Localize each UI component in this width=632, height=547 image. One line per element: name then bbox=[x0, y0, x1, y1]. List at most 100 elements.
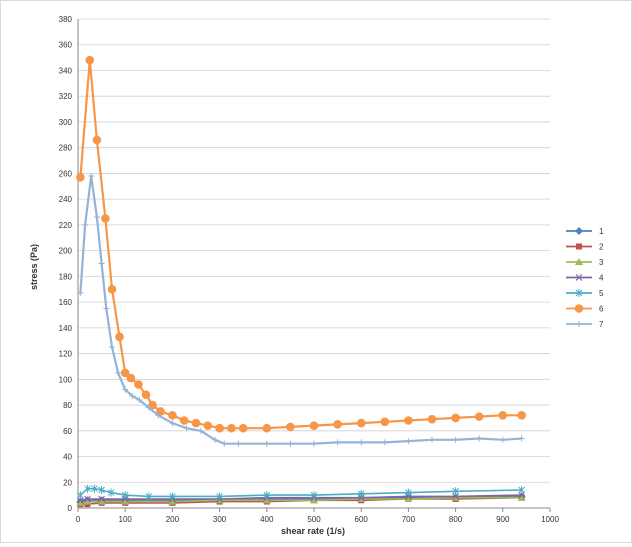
series-5-point bbox=[169, 492, 176, 501]
series-7-point bbox=[108, 344, 115, 351]
series-3-point bbox=[76, 498, 85, 506]
series-5-point bbox=[452, 487, 459, 496]
series-7-point bbox=[197, 427, 204, 434]
series-5-point bbox=[145, 492, 153, 501]
series-7-point bbox=[82, 221, 89, 228]
series-5 bbox=[77, 484, 526, 501]
legend-label-3: 3 bbox=[599, 258, 604, 267]
y-tick-label-320: 320 bbox=[59, 92, 73, 101]
legend-swatch-marker-1 bbox=[575, 227, 583, 235]
series-4-point bbox=[98, 495, 106, 503]
series-5-point bbox=[263, 491, 271, 500]
series-7-line bbox=[79, 174, 522, 445]
x-tick-label-700: 700 bbox=[402, 515, 416, 524]
series-6-point bbox=[120, 368, 130, 378]
grid-layer bbox=[78, 18, 550, 509]
series-6-point bbox=[333, 420, 342, 429]
series-5-point bbox=[91, 484, 98, 493]
series-7-point bbox=[235, 440, 242, 447]
series-7-point bbox=[429, 436, 435, 443]
series-5-point bbox=[357, 489, 365, 498]
series-7-point bbox=[129, 393, 136, 400]
series-7 bbox=[77, 172, 525, 447]
series-5-point bbox=[310, 491, 318, 500]
series-7-point bbox=[476, 435, 483, 442]
series-5-point bbox=[121, 491, 129, 500]
y-tick-label-280: 280 bbox=[59, 144, 73, 153]
series-7-point bbox=[518, 435, 525, 442]
legend-label-1: 1 bbox=[599, 227, 604, 236]
series-6-point bbox=[227, 423, 236, 433]
series-5-point bbox=[518, 485, 526, 494]
series-4-point bbox=[452, 492, 460, 500]
series-7-point bbox=[122, 386, 129, 393]
series-6-point bbox=[168, 411, 177, 420]
legend-label-7: 7 bbox=[599, 320, 604, 329]
series-6-point bbox=[215, 423, 224, 433]
series-5-point bbox=[77, 491, 84, 500]
series-7-point bbox=[405, 438, 412, 445]
series-5-point bbox=[216, 492, 223, 501]
series-6-point bbox=[380, 417, 390, 427]
series-7-point bbox=[452, 436, 459, 443]
series-6-point bbox=[309, 421, 319, 430]
legend-item-5: 5 bbox=[566, 289, 604, 298]
series-7-point bbox=[263, 440, 270, 447]
series-7-point bbox=[287, 440, 294, 447]
series-6-line bbox=[79, 59, 522, 430]
series-7-point bbox=[115, 369, 122, 376]
series-4-point bbox=[84, 495, 91, 503]
series-7-point bbox=[358, 439, 365, 446]
x-axis-title: shear rate (1/s) bbox=[281, 526, 345, 536]
series-3-point bbox=[262, 496, 271, 504]
y-tick-label-180: 180 bbox=[59, 272, 73, 281]
series-7-point bbox=[169, 420, 176, 427]
series-3-point bbox=[121, 497, 130, 505]
series-3-point bbox=[310, 496, 318, 504]
x-tick-label-800: 800 bbox=[449, 515, 463, 524]
legend: 1 2 3 4 5 6 7 bbox=[566, 227, 604, 329]
legend-item-6: 6 bbox=[566, 304, 604, 314]
series-6-point bbox=[451, 413, 460, 423]
series-3-point bbox=[83, 497, 92, 505]
y-tick-label-120: 120 bbox=[59, 350, 73, 359]
y-tick-label-200: 200 bbox=[59, 247, 73, 256]
x-tick-label-300: 300 bbox=[213, 515, 227, 524]
series-7-point bbox=[88, 172, 95, 179]
series-4-line bbox=[80, 494, 522, 502]
series-6-point bbox=[92, 135, 102, 145]
series-7-point bbox=[98, 260, 105, 267]
legend-swatch-marker-5 bbox=[575, 289, 583, 297]
series-7-point bbox=[211, 436, 218, 443]
y-tick-label-300: 300 bbox=[59, 118, 73, 127]
y-tick-label-260: 260 bbox=[59, 169, 73, 178]
axis-layer: 0 20 40 60 80 100 120 140 160 180 200 220 240 260 280 3… bbox=[59, 15, 560, 524]
series-4-point bbox=[76, 496, 84, 504]
series-6-point bbox=[85, 55, 95, 65]
series-7-point bbox=[155, 412, 162, 419]
series-6-point bbox=[427, 414, 437, 424]
series-6-point bbox=[203, 421, 213, 430]
series-7-point bbox=[311, 440, 317, 447]
series-3-point bbox=[168, 497, 177, 505]
series-6-point bbox=[115, 332, 124, 342]
series-4-point bbox=[518, 491, 526, 499]
series-7-point bbox=[77, 290, 84, 297]
y-tick-label-380: 380 bbox=[59, 15, 73, 24]
x-tick-label-600: 600 bbox=[355, 515, 369, 524]
series-6-point bbox=[134, 380, 143, 389]
legend-swatch-marker-6 bbox=[574, 304, 584, 313]
x-tick-label-200: 200 bbox=[166, 515, 180, 524]
series-7-point bbox=[334, 439, 341, 446]
y-tick-label-0: 0 bbox=[68, 504, 73, 513]
series-6-point bbox=[474, 412, 484, 421]
y-tick-label-60: 60 bbox=[63, 427, 72, 436]
x-tick-label-400: 400 bbox=[260, 515, 274, 524]
legend-swatch-marker-2 bbox=[576, 243, 582, 250]
series-6-point bbox=[191, 418, 201, 428]
legend-item-7: 7 bbox=[566, 320, 604, 329]
legend-swatch-marker-4 bbox=[575, 274, 583, 281]
legend-swatch-marker-7 bbox=[576, 321, 582, 327]
x-tick-label-500: 500 bbox=[307, 515, 321, 524]
series-7-point bbox=[221, 440, 228, 447]
